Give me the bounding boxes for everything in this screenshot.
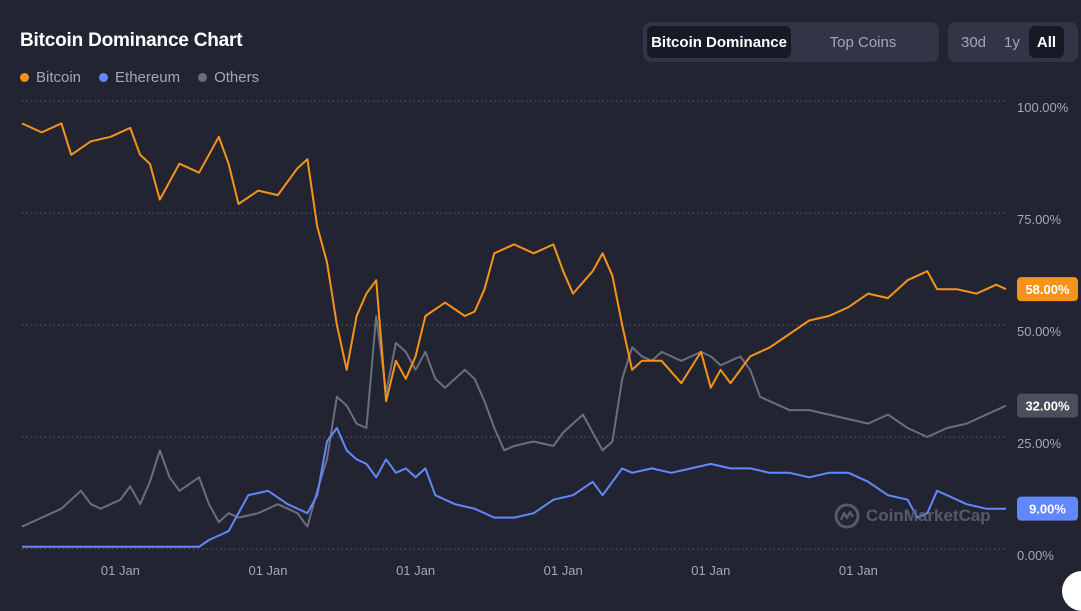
current-value-label-bitcoin: 58.00% — [1025, 282, 1070, 297]
current-value-label-others: 32.00% — [1025, 399, 1070, 414]
current-value-label-ethereum: 9.00% — [1029, 502, 1066, 517]
coinmarketcap-logo-icon — [834, 503, 860, 529]
time-range-switch: 30d 1y All — [948, 22, 1078, 62]
x-tick-label: 01 Jan — [248, 563, 287, 578]
legend-dot-others — [198, 73, 208, 82]
x-tick-label: 01 Jan — [691, 563, 730, 578]
legend-label-bitcoin: Bitcoin — [36, 69, 82, 86]
current-value-tag-bitcoin — [1017, 277, 1078, 302]
series-line-others — [21, 315, 1007, 528]
x-tick-label: 01 Jan — [544, 563, 583, 578]
x-tick-label: 01 Jan — [839, 563, 878, 578]
legend-dot-ethereum — [99, 73, 109, 82]
current-value-tag-others — [1017, 393, 1078, 418]
watermark: CoinMarketCap — [834, 503, 991, 529]
series-line-ethereum — [22, 427, 1006, 548]
chart-type-switch: Bitcoin Dominance Top Coins — [643, 22, 939, 62]
range-all-button[interactable]: All — [1028, 26, 1065, 58]
dominance-chart: 100.00% 75.00% 50.00% 25.00% 0.00% 01 Jan 01 J… — [21, 100, 1078, 578]
range-1y-button[interactable]: 1y — [1004, 33, 1020, 51]
watermark-text: CoinMarketCap — [866, 506, 991, 525]
legend-label-ethereum: Ethereum — [115, 69, 181, 86]
y-tick-label: 75.00% — [1017, 212, 1062, 227]
tab-bitcoin-dominance[interactable]: Bitcoin Dominance — [647, 26, 791, 58]
legend-item-others[interactable]: Others — [198, 69, 259, 86]
y-tick-label: 100.00% — [1017, 100, 1069, 115]
series-line-bitcoin — [21, 122, 1007, 403]
legend-item-bitcoin[interactable]: Bitcoin — [20, 69, 81, 86]
legend-label-others: Others — [214, 69, 260, 86]
x-tick-label: 01 Jan — [396, 563, 435, 578]
x-tick-label: 01 Jan — [101, 563, 140, 578]
y-tick-label: 50.00% — [1017, 324, 1062, 339]
tab-top-coins[interactable]: Top Coins — [829, 33, 897, 51]
legend-item-ethereum[interactable]: Ethereum — [99, 69, 180, 86]
current-value-tag-ethereum — [1017, 496, 1078, 521]
y-tick-label: 0.00% — [1017, 548, 1054, 563]
y-tick-label: 25.00% — [1017, 436, 1062, 451]
range-30d-button[interactable]: 30d — [961, 33, 987, 51]
chart-title: Bitcoin Dominance Chart — [20, 30, 243, 51]
legend-dot-bitcoin — [20, 73, 29, 82]
chart-legend: Bitcoin Ethereum Others — [20, 69, 259, 86]
